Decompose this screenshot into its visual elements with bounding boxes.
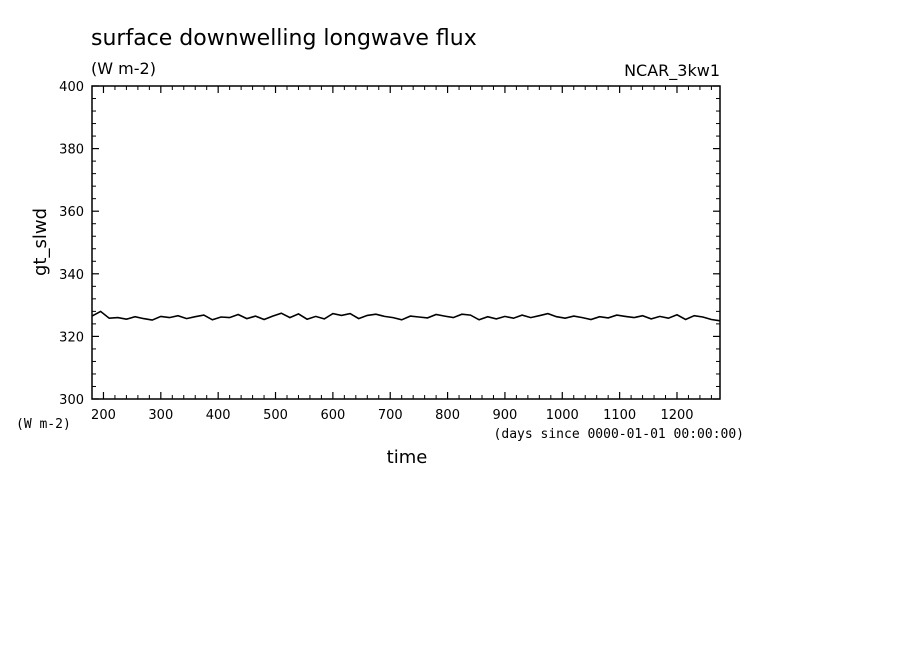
x-tick-label: 800 (435, 408, 460, 423)
x-tick-label: 1200 (660, 408, 693, 423)
series-line (91, 310, 721, 322)
x-tick-label: 1000 (546, 408, 579, 423)
y-tick-label: 340 (59, 268, 84, 283)
x-axis-label: time (387, 447, 428, 468)
x-axis-units: (days since 0000-01-01 00:00:00) (494, 427, 744, 442)
run-label: NCAR_3kw1 (624, 61, 720, 81)
chart-units: (W m-2) (91, 59, 156, 78)
x-tick-label: 600 (320, 408, 345, 423)
x-tick-label: 1100 (603, 408, 636, 423)
x-tick-label: 900 (493, 408, 518, 423)
y-tick-label: 320 (59, 330, 84, 345)
chart-title: surface downwelling longwave flux (91, 26, 477, 51)
x-tick-label: 700 (378, 408, 403, 423)
x-tick-labels: 200 300 400 500 600 700 800 900 1000 1100 1200 (91, 408, 693, 423)
x-tick-label: 400 (206, 408, 231, 423)
y-axis-units: (W m-2) (16, 417, 71, 432)
x-tick-label: 300 (148, 408, 173, 423)
y-tick-label: 400 (59, 80, 84, 95)
axis-ticks (91, 85, 720, 400)
y-tick-label: 360 (59, 205, 84, 220)
y-axis-label: gt_slwd (30, 208, 51, 276)
x-tick-label: 200 (91, 408, 116, 423)
y-tick-labels: 300 320 340 360 380 400 (59, 80, 84, 408)
plot-frame (91, 85, 721, 400)
x-tick-label: 500 (263, 408, 288, 423)
y-tick-label: 380 (59, 143, 84, 158)
y-tick-label: 300 (59, 393, 84, 408)
